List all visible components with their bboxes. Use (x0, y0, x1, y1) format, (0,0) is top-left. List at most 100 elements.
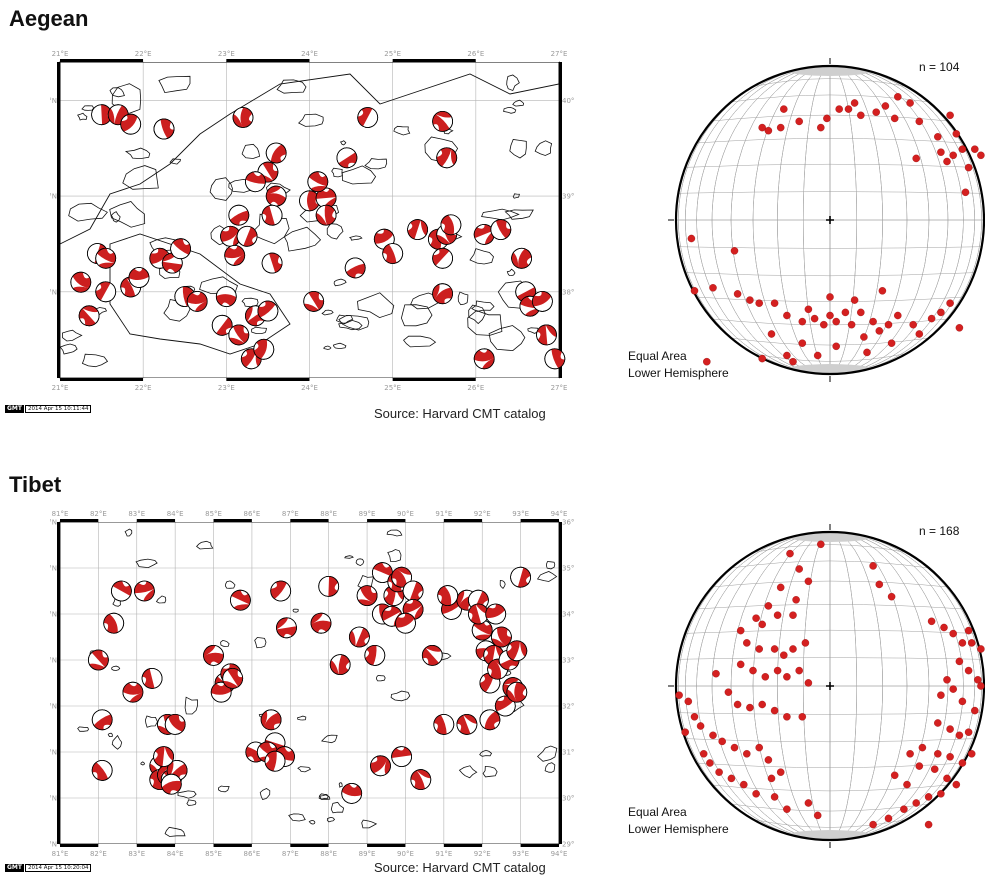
latitude-tick-label: 40°N (50, 97, 57, 105)
pole-point (900, 805, 908, 813)
pole-point (977, 682, 985, 690)
focal-mechanism-beachball (364, 644, 386, 666)
focal-mechanism-beachball (228, 324, 250, 346)
focal-mechanism-beachball (215, 286, 237, 308)
pole-point (733, 700, 742, 709)
pole-point (934, 133, 942, 141)
focal-mechanism-beachball (170, 238, 192, 260)
pole-point (869, 317, 877, 326)
focal-mechanism-beachball (494, 695, 516, 717)
pole-point (709, 731, 717, 740)
latitude-tick-label: 35°N (50, 565, 57, 573)
focal-mechanism-beachball (370, 755, 391, 777)
focal-mechanism-beachball (120, 113, 142, 135)
center-cross (826, 216, 834, 224)
pole-point (817, 123, 825, 132)
pole-point (940, 623, 948, 632)
pole-point (733, 290, 742, 298)
pole-point (699, 750, 708, 758)
pole-point (801, 639, 810, 647)
aegean-focal-mechanism-map: 21°E 21°E 22°E 22°E 23°E 23°E 24°E 24°E 25°E 25°E… (50, 44, 575, 400)
panel-title: Tibet (9, 472, 62, 497)
pole-point (770, 645, 779, 653)
focal-mechanism-beachball (91, 709, 113, 731)
longitude-tick-label: 88°E (320, 510, 337, 518)
pole-point (687, 234, 696, 243)
pole-point (712, 669, 720, 678)
focal-mechanism-beachball (103, 612, 125, 634)
pole-point (974, 676, 982, 684)
focal-mechanism-beachball (490, 626, 512, 648)
gmt-timestamp: 2014 Apr 15 10:20:04 (25, 864, 92, 872)
pole-point (955, 731, 964, 740)
pole-point (804, 679, 813, 687)
pole-point (780, 105, 788, 113)
pole-point (835, 105, 843, 113)
longitude-tick-label: 27°E (551, 384, 568, 392)
pole-point (770, 793, 779, 801)
pole-point (934, 719, 942, 727)
focal-mechanism-beachball (357, 107, 379, 128)
latitude-tick-label: 31°N (50, 749, 57, 757)
longitude-tick-label: 89°E (359, 510, 376, 518)
pole-point (964, 163, 973, 172)
tibet-panel: Tibet 81°E 81°E 82°E 82°E 83°E 83°E 84°E 84°E 85… (0, 466, 985, 883)
longitude-tick-label: 84°E (167, 850, 184, 858)
longitude-tick-label: 82°E (90, 850, 107, 858)
latitude-tick-label: 36°N (562, 519, 575, 527)
pole-point (813, 811, 822, 820)
pole-point (946, 111, 954, 120)
focal-mechanism-beachball (336, 147, 358, 169)
pole-point (740, 780, 748, 789)
pole-point (860, 333, 868, 341)
pole-point (930, 765, 939, 773)
focal-mechanism-beachball (485, 603, 507, 625)
focal-mechanism-beachball (236, 225, 258, 247)
pole-point (915, 117, 924, 126)
pole-point (675, 691, 683, 699)
focal-mechanism-beachball (160, 773, 182, 795)
longitude-tick-label: 94°E (551, 510, 568, 518)
pole-point (752, 790, 760, 798)
pole-point (752, 614, 760, 622)
latitude-tick-label: 34°N (562, 611, 575, 619)
pole-point (776, 123, 785, 132)
pole-point (789, 357, 797, 366)
pole-point (832, 342, 840, 351)
focal-mechanism-beachball (134, 580, 155, 602)
focal-mechanism-beachball (395, 612, 416, 634)
pole-point (795, 666, 803, 675)
pole-point (971, 706, 979, 715)
focal-mechanism-beachball (257, 300, 279, 322)
pole-point (789, 645, 797, 653)
hemisphere-label: Lower Hemisphere (628, 822, 729, 836)
latitude-tick-label: 30°N (562, 795, 575, 803)
pole-point (955, 657, 964, 666)
pole-point (773, 666, 782, 675)
pole-point (764, 756, 773, 764)
focal-mechanism-beachball (307, 171, 329, 193)
pole-point (690, 287, 699, 295)
pole-point (884, 320, 893, 329)
longitude-tick-label: 82°E (90, 510, 107, 518)
focal-mechanism-beachball (511, 247, 533, 269)
pole-point (924, 820, 933, 829)
pole-point (730, 743, 739, 752)
pole-point (863, 348, 871, 357)
focal-mechanism-beachball (222, 667, 244, 689)
pole-point (795, 565, 803, 573)
pole-point (820, 320, 828, 329)
latitude-tick-label: 31°N (562, 749, 575, 757)
focal-mechanism-beachball (506, 681, 528, 703)
pole-point (949, 151, 957, 160)
pole-point (783, 713, 791, 721)
pole-point (912, 154, 920, 163)
pole-point (890, 114, 899, 123)
pole-point (952, 130, 961, 138)
latitude-tick-label: 29°N (562, 841, 575, 849)
pole-point (755, 299, 763, 307)
focal-mechanism-beachball (432, 283, 454, 305)
pole-point (915, 330, 924, 338)
pole-point (927, 617, 936, 626)
focal-mechanism-beachball (203, 644, 224, 666)
